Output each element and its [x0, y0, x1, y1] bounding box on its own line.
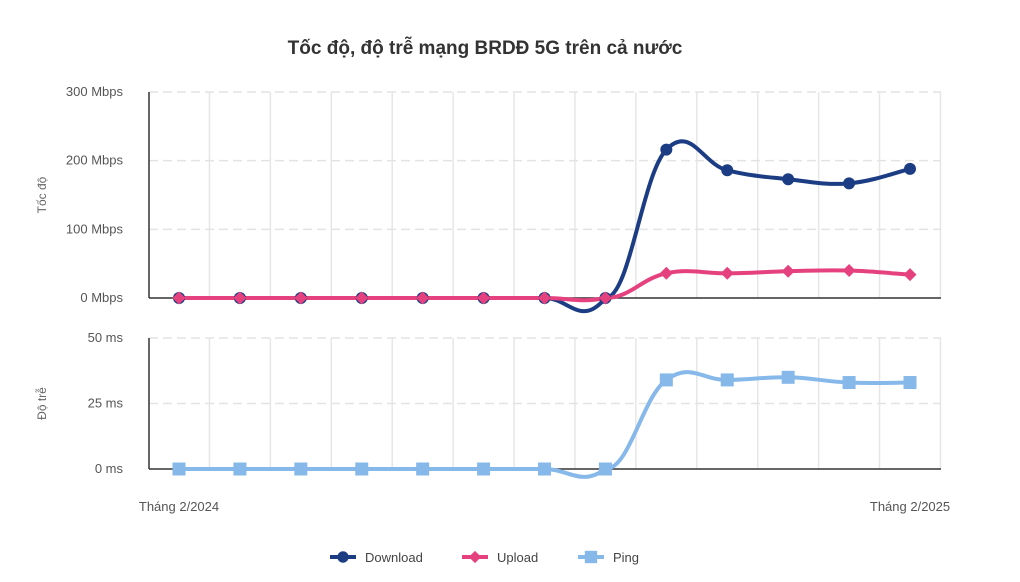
x-end-label: Tháng 2/2025	[870, 499, 950, 514]
point-upload	[903, 268, 917, 282]
series-layer	[172, 139, 917, 479]
point-upload	[538, 291, 551, 305]
legend-label-upload: Upload	[497, 550, 538, 565]
point-upload	[233, 291, 247, 305]
latency-y-axis-title: Độ trễ	[34, 387, 49, 420]
grid	[149, 91, 942, 469]
point-download	[660, 143, 673, 156]
point-ping	[903, 376, 917, 390]
point-upload	[842, 264, 856, 278]
point-upload	[355, 291, 369, 305]
point-upload	[781, 264, 795, 278]
series-line-download	[177, 139, 912, 314]
chart-title: Tốc độ, độ trễ mạng BRDĐ 5G trên cả nước	[288, 37, 683, 59]
legend: Download Upload Ping	[330, 550, 639, 565]
point-ping	[659, 373, 673, 387]
point-download	[904, 162, 916, 175]
point-ping	[720, 373, 734, 387]
legend-marker-download	[337, 551, 349, 563]
point-upload	[598, 291, 612, 305]
point-upload	[294, 291, 308, 305]
axes: 0 Mbps 100 Mbps 200 Mbps 300 Mbps Tốc độ 0 ms…	[34, 84, 941, 476]
y-tick-label: 0 Mbps	[80, 290, 123, 305]
point-download	[782, 173, 795, 186]
point-ping	[598, 462, 612, 476]
y-tick-label: 100 Mbps	[66, 221, 124, 236]
speed-y-axis-title: Tốc độ	[35, 176, 49, 213]
point-ping	[781, 370, 795, 384]
point-ping	[233, 462, 247, 476]
point-ping	[477, 462, 491, 476]
point-download	[721, 164, 734, 177]
point-ping	[172, 462, 186, 476]
y-tick-label: 200 Mbps	[66, 153, 124, 168]
point-ping	[355, 462, 369, 476]
legend-label-download: Download	[365, 550, 423, 565]
point-ping	[538, 462, 551, 476]
point-upload	[659, 266, 673, 280]
point-download	[843, 177, 856, 190]
point-ping	[416, 462, 430, 476]
legend-label-ping: Ping	[613, 550, 639, 565]
x-start-label: Tháng 2/2024	[139, 499, 219, 514]
legend-marker-upload	[468, 550, 482, 564]
series-line-ping	[177, 370, 912, 479]
point-ping	[294, 462, 308, 476]
point-upload	[477, 291, 491, 305]
y-tick-label: 300 Mbps	[66, 84, 124, 99]
point-ping	[842, 376, 856, 390]
y-tick-label: 25 ms	[88, 396, 124, 411]
point-upload	[720, 266, 734, 280]
legend-marker-ping	[584, 550, 598, 564]
y-tick-label: 50 ms	[88, 330, 124, 345]
point-upload	[416, 291, 430, 305]
y-tick-label: 0 ms	[95, 461, 124, 476]
point-upload	[172, 291, 186, 305]
